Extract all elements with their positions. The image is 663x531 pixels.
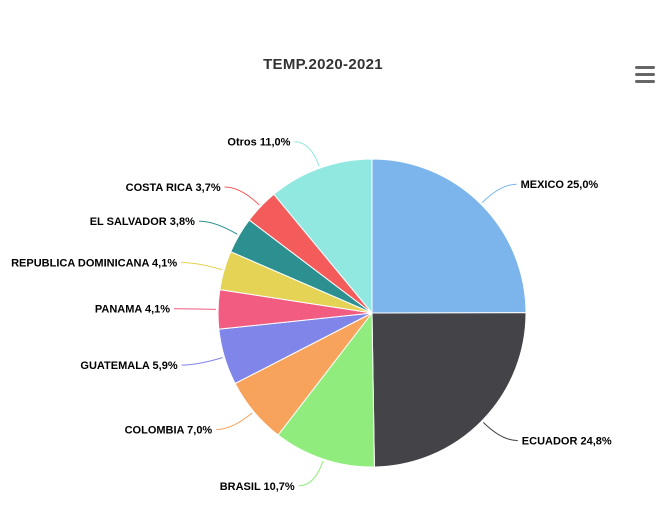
pie-slice-ecuador[interactable] xyxy=(371,312,527,468)
pie-slices xyxy=(217,158,527,468)
connector-republica-dominicana xyxy=(181,262,223,271)
data-label-otros: Otros 11,0% xyxy=(227,137,290,149)
data-label-ecuador: ECUADOR 24,8% xyxy=(522,436,612,448)
connector-otros xyxy=(294,141,320,167)
data-label-mexico: MEXICO 25,0% xyxy=(521,179,599,191)
chart-title: TEMP.2020-2021 xyxy=(263,56,383,73)
data-labels: MEXICO 25,0% ECUADOR 24,8% BRASIL 10,7% COL… xyxy=(11,137,612,493)
data-label-brasil: BRASIL 10,7% xyxy=(220,481,295,493)
chart-menu-button[interactable] xyxy=(632,64,656,86)
connector-panama xyxy=(174,308,217,310)
data-label-republica-dominicana: REPUBLICA DOMINICANA 4,1% xyxy=(11,258,177,270)
data-label-colombia: COLOMBIA 7,0% xyxy=(125,425,213,437)
data-label-el-salvador: EL SALVADOR 3,8% xyxy=(90,216,195,228)
connector-el-salvador xyxy=(198,220,238,235)
connector-costa-rica xyxy=(224,186,260,206)
data-label-costa-rica: COSTA RICA 3,7% xyxy=(126,182,221,194)
connector-guatemala xyxy=(181,357,223,366)
pie-slice-otros[interactable] xyxy=(273,158,373,315)
hamburger-menu-icon xyxy=(635,73,655,76)
connector-mexico xyxy=(481,183,517,203)
pie-slice-mexico[interactable] xyxy=(371,158,527,314)
pie-slice-brasil[interactable] xyxy=(277,311,375,468)
connector-ecuador xyxy=(482,421,518,442)
hamburger-menu-icon xyxy=(635,80,655,83)
connector-colombia xyxy=(216,412,253,431)
data-label-guatemala: GUATEMALA 5,9% xyxy=(80,360,177,372)
label-connectors xyxy=(174,141,518,487)
data-label-panama: PANAMA 4,1% xyxy=(95,304,170,316)
hamburger-menu-icon xyxy=(635,66,655,69)
connector-brasil xyxy=(298,460,324,487)
